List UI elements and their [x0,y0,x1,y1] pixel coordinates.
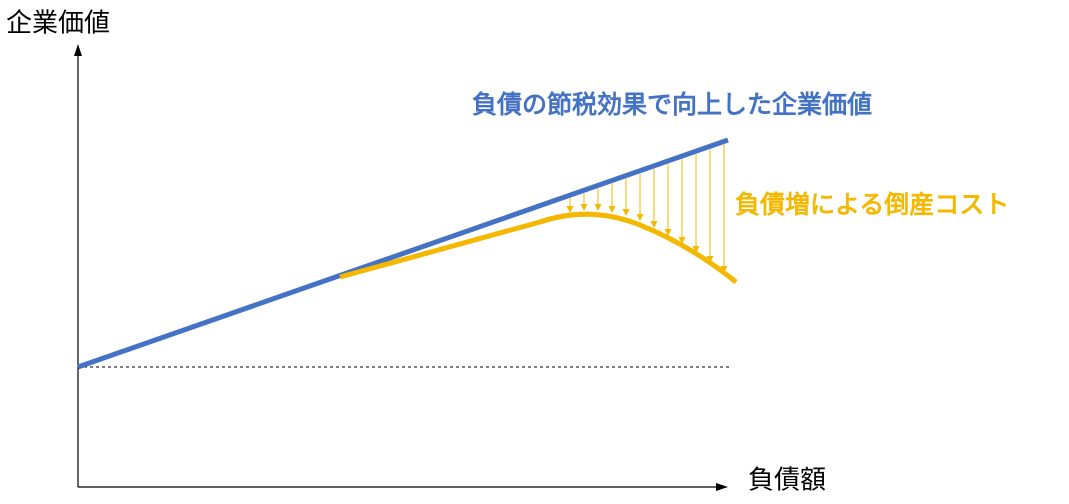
bankruptcy-cost-label: 負債増による倒産コスト [735,190,1009,219]
cost-arrow-head [608,206,616,213]
cost-arrow-head [594,204,602,211]
cost-arrow-head [566,206,574,213]
y-axis-label: 企業価値 [6,9,110,39]
y-axis-arrow [74,44,82,56]
x-axis-label: 負債額 [748,466,826,496]
cost-arrow-head [580,204,588,211]
cost-arrow-head [636,214,644,221]
cost-arrow-head [678,237,686,244]
x-axis-arrow [716,483,728,491]
cost-arrow-head [650,221,658,228]
value-line [77,137,729,370]
cost-arrow-head [720,266,728,273]
cost-curve [339,211,738,284]
cost-arrow-head [692,246,700,253]
cost-arrow-head [706,256,714,263]
cost-arrow-head [622,209,630,216]
tax-shield-label: 負債の節税効果で向上した企業価値 [472,90,872,119]
cost-arrow-head [664,229,672,236]
cost-arrows [566,144,728,273]
